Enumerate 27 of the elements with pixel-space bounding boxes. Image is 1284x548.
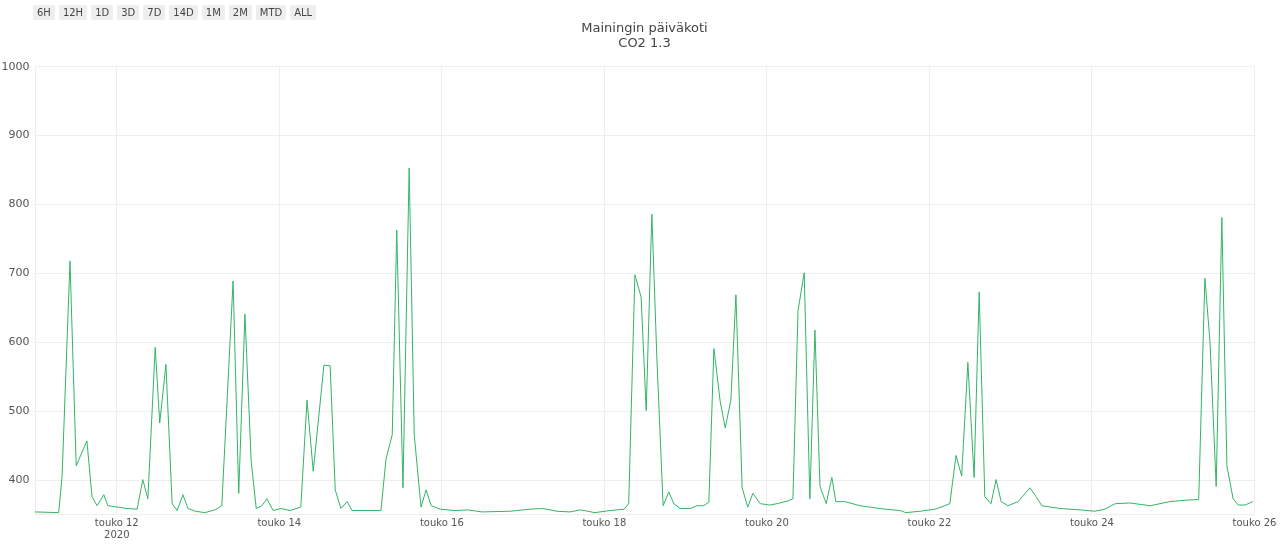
chart-subtitle: CO2 1.3 — [618, 35, 671, 50]
y-tick-label: 500 — [8, 404, 30, 418]
x-tick-label: touko 22 — [907, 516, 952, 528]
chart-title: Mainingin päiväkoti — [581, 20, 708, 35]
range-button: 7D — [143, 5, 166, 20]
range-button: ALL — [290, 5, 317, 20]
y-tick-label: 700 — [8, 266, 30, 280]
y-tick-label: 800 — [8, 197, 30, 211]
range-button: 12H — [58, 5, 88, 20]
x-tick-label: touko 18 — [582, 516, 627, 528]
y-tick-label: 400 — [8, 473, 30, 487]
x-tick-label: touko 16 — [419, 516, 464, 528]
range-button: MTD — [255, 5, 287, 20]
range-button: 1M — [201, 5, 225, 20]
y-tick-label: 900 — [8, 128, 30, 142]
x-tick-label: touko 14 — [257, 516, 302, 528]
range-button: 14D — [169, 5, 198, 20]
y-tick-label: 600 — [8, 335, 30, 349]
range-button: 1D — [91, 5, 114, 20]
x-tick-label: touko 20 — [744, 516, 789, 528]
y-tick-label: 1000 — [1, 59, 30, 73]
x-tick-label: touko 12 2020 — [94, 516, 139, 540]
range-button: 3D — [117, 5, 140, 20]
x-tick-label: touko 26 — [1232, 516, 1277, 528]
range-button: 6H — [33, 5, 55, 20]
range-button: 2M — [228, 5, 252, 20]
x-tick-label: touko 24 — [1070, 516, 1114, 528]
